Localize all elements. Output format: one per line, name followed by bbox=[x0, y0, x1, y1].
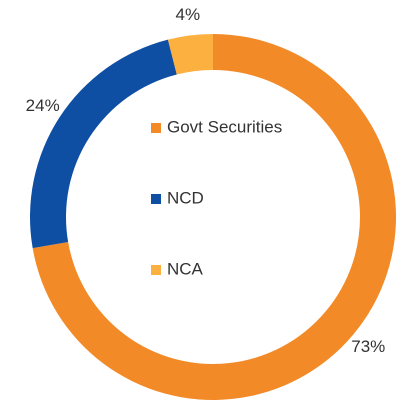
donut-slice bbox=[167, 34, 213, 75]
legend-swatch bbox=[151, 123, 161, 133]
value-label: 73% bbox=[351, 337, 385, 356]
legend-swatch bbox=[151, 194, 161, 204]
legend-label: NCA bbox=[167, 259, 204, 278]
legend-label: Govt Securities bbox=[167, 117, 282, 136]
value-label: 24% bbox=[26, 96, 60, 115]
donut-slice bbox=[30, 39, 177, 249]
value-label: 4% bbox=[176, 5, 201, 24]
legend-swatch bbox=[151, 265, 161, 275]
legend-label: NCD bbox=[167, 188, 204, 207]
